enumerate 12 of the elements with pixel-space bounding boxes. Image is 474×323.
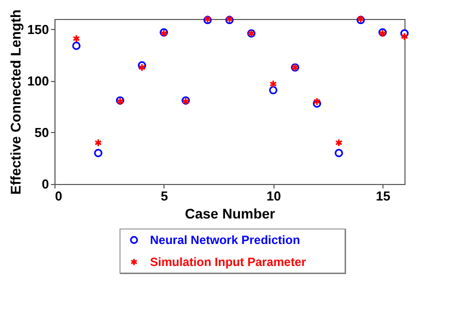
y-tick-label: 100	[27, 73, 49, 88]
x-tick-label: 0	[54, 188, 62, 204]
legend-label: Simulation Input Parameter	[150, 255, 306, 269]
y-tick-label: 150	[27, 22, 49, 37]
y-tick-label: 0	[42, 176, 49, 192]
y-tick-label: 50	[34, 124, 49, 140]
y-axis-title: Effective Connected Length	[7, 9, 24, 195]
x-tick-label: 10	[266, 188, 281, 204]
x-axis-title: Case Number	[184, 206, 276, 222]
x-tick-label: 15	[376, 188, 390, 204]
legend-label: Neural Network Prediction	[150, 233, 300, 247]
x-tick-label: 5	[160, 188, 168, 204]
